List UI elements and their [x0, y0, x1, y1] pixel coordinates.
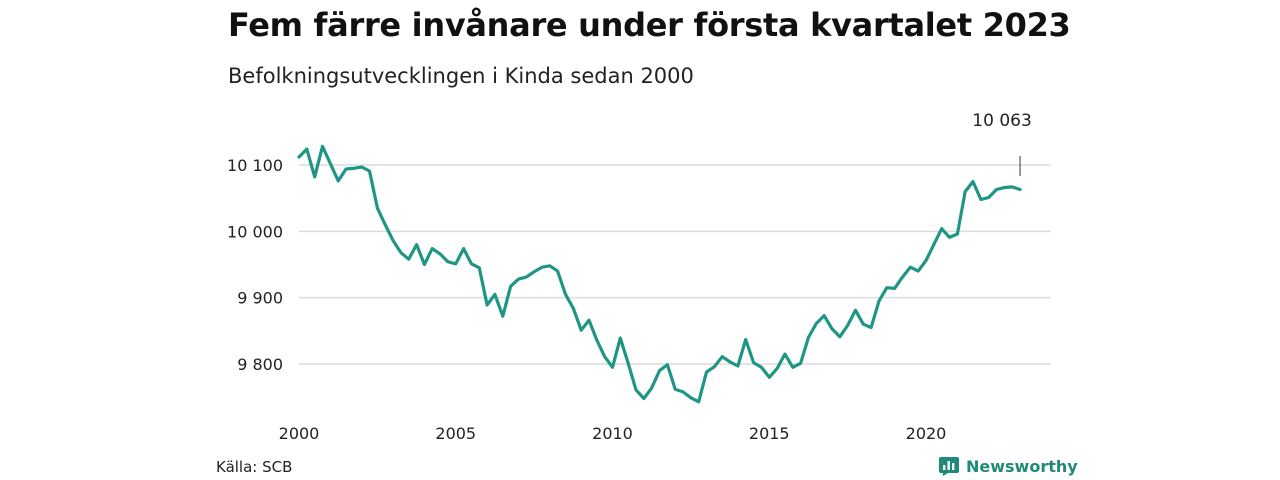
end-annotation: 10 063: [972, 111, 1032, 176]
source-label: Källa: SCB: [216, 458, 293, 476]
annotation-label: 10 063: [972, 111, 1031, 131]
y-tick-label: 10 100: [227, 156, 283, 175]
brand-label: Newsworthy: [966, 456, 1078, 476]
series-line: [297, 144, 1022, 404]
x-axis-ticks: 2000 2005 2010 2015 2020: [279, 424, 947, 443]
x-tick-label: 2015: [749, 424, 790, 443]
brand-logo[interactable]: Newsworthy: [938, 455, 1078, 477]
bar-chart-logo-icon: [939, 457, 959, 476]
chart-title: Fem färre invånare under första kvartale…: [228, 6, 1071, 44]
x-tick-label: 2005: [435, 424, 476, 443]
y-tick-label: 9 800: [237, 355, 283, 374]
chart-subtitle: Befolkningsutvecklingen i Kinda sedan 20…: [228, 64, 694, 88]
y-tick-label: 9 900: [237, 289, 283, 308]
y-tick-label: 10 000: [227, 222, 283, 241]
gridlines: [299, 164, 1051, 365]
series-group: [297, 144, 1022, 404]
y-axis-ticks: 9 800 9 900 10 000 10 100: [227, 156, 283, 374]
x-tick-label: 2020: [906, 424, 947, 443]
x-tick-label: 2000: [279, 424, 320, 443]
x-tick-label: 2010: [592, 424, 633, 443]
